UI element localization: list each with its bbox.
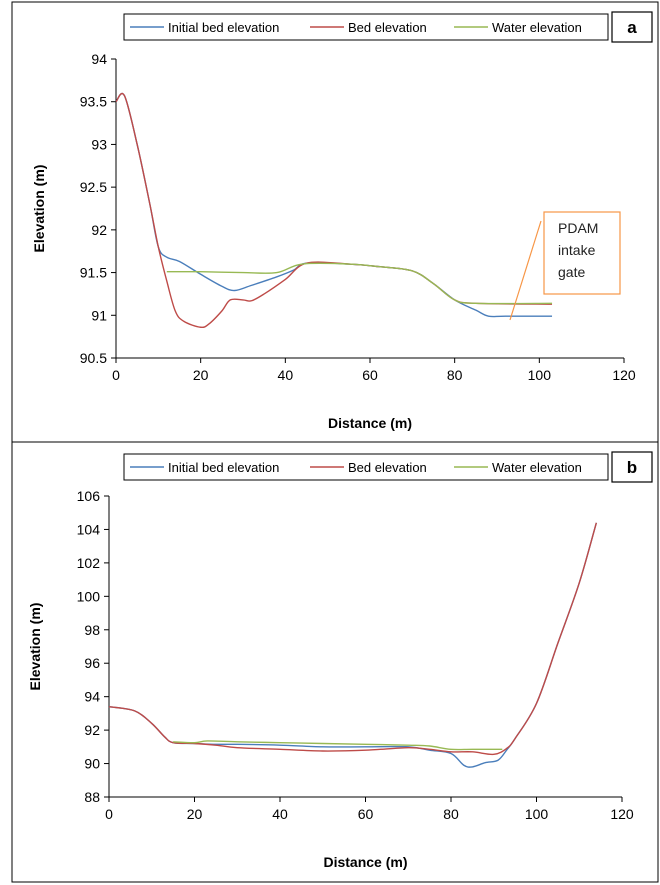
y-tick-label: 91.5 <box>80 265 107 281</box>
x-tick-label: 20 <box>193 367 209 383</box>
series-line-bed-elevation <box>108 522 598 756</box>
x-axis-title: Distance (m) <box>328 415 412 431</box>
x-tick-label: 80 <box>443 806 459 822</box>
x-tick-label: 100 <box>525 806 549 822</box>
y-tick-label: 96 <box>84 655 100 671</box>
y-tick-label: 92.5 <box>80 179 107 195</box>
legend-label: Water elevation <box>492 460 582 475</box>
callout-leader-line <box>509 220 542 321</box>
x-tick-label: 40 <box>272 806 288 822</box>
callout-box <box>543 211 621 295</box>
series-line-water-elevation <box>166 262 553 305</box>
y-tick-label: 94 <box>84 689 100 705</box>
y-tick-label: 92 <box>91 222 107 238</box>
y-tick-label: 93.5 <box>80 94 107 110</box>
legend-label: Initial bed elevation <box>168 460 279 475</box>
x-tick-label: 60 <box>358 806 374 822</box>
pdam-callout: PDAM intake gate <box>509 211 621 321</box>
x-tick-label: 0 <box>112 367 120 383</box>
x-tick-label: 40 <box>278 367 294 383</box>
x-tick-label: 120 <box>610 806 634 822</box>
y-tick-label: 91 <box>91 307 107 323</box>
y-tick-label: 90 <box>84 756 100 772</box>
panel-letter-box <box>611 451 653 483</box>
y-axis-title: Elevation (m) <box>31 165 47 253</box>
legend-label: Initial bed elevation <box>168 20 279 35</box>
legend: Initial bed elevation Bed elevation Water … <box>123 13 609 41</box>
x-tick-label: 120 <box>612 367 636 383</box>
chart-panel-a: 90.5 91 91.5 92 92.5 93 93.5 94 0 20 40 60 80 100 120 D… <box>31 11 653 431</box>
legend-box <box>123 13 609 41</box>
x-axis-title: Distance (m) <box>323 854 407 870</box>
legend: Initial bed elevation Bed elevation Water … <box>123 453 609 481</box>
y-tick-label: 104 <box>77 521 101 537</box>
y-tick-label: 102 <box>77 555 101 571</box>
y-tick-label: 88 <box>84 789 100 805</box>
chart-panel-b: 88 90 92 94 96 98 100 102 104 106 0 20 40 60 80 100 120 D… <box>27 451 653 870</box>
y-tick-label: 92 <box>84 722 100 738</box>
y-axis-title: Elevation (m) <box>27 603 43 691</box>
callout-text-line: gate <box>558 264 585 280</box>
y-tick-label: 100 <box>77 588 101 604</box>
x-tick-label: 20 <box>187 806 203 822</box>
panel-letter: a <box>627 18 637 37</box>
x-tick-label: 60 <box>362 367 378 383</box>
legend-label: Bed elevation <box>348 20 427 35</box>
panel-b-frame <box>11 441 659 883</box>
y-tick-label: 106 <box>77 488 101 504</box>
y-tick-label: 90.5 <box>80 350 107 366</box>
panel-letter-box <box>611 11 653 43</box>
legend-box <box>123 453 609 481</box>
x-tick-label: 100 <box>528 367 552 383</box>
callout-text-line: intake <box>558 242 596 258</box>
legend-label: Water elevation <box>492 20 582 35</box>
x-tick-label: 0 <box>105 806 113 822</box>
series-line-water-elevation <box>173 740 503 751</box>
panel-letter: b <box>627 458 637 477</box>
legend-label: Bed elevation <box>348 460 427 475</box>
y-tick-label: 98 <box>84 622 100 638</box>
x-tick-label: 80 <box>447 367 463 383</box>
y-tick-label: 94 <box>91 51 107 67</box>
callout-text-line: PDAM <box>558 220 598 236</box>
y-tick-label: 93 <box>91 136 107 152</box>
